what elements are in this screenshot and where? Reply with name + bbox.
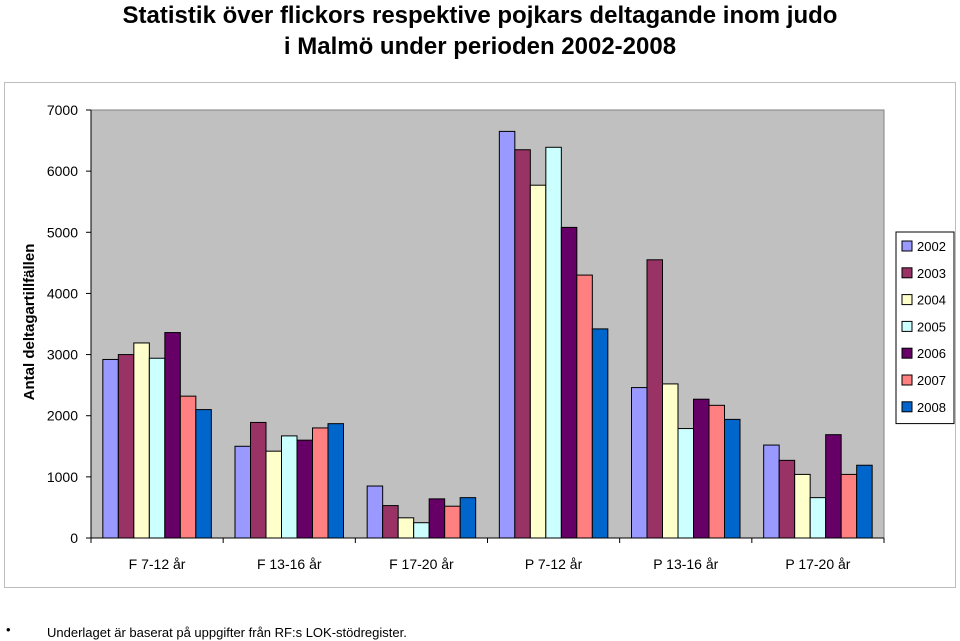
legend-label: 2006	[917, 346, 946, 361]
legend-label: 2005	[917, 319, 946, 334]
bar-2003	[117, 354, 135, 539]
bar-2002	[498, 130, 516, 539]
chart-title-line-2: i Malmö under perioden 2002-2008	[283, 33, 677, 60]
bar-2004	[133, 342, 150, 539]
x-tick-label: F 7-12 år	[129, 556, 186, 572]
bar-2004	[265, 450, 282, 539]
bar-2004	[794, 473, 811, 539]
legend-swatch-2008	[901, 401, 913, 413]
legend-swatch-2002	[901, 240, 913, 252]
legend-swatch-2007	[901, 374, 913, 386]
bar-2006	[693, 398, 710, 539]
legend-label: 2003	[917, 266, 946, 281]
footnote-text: Underlaget är baserat på uppgifter från …	[47, 625, 407, 640]
legend-label: 2007	[917, 373, 946, 388]
x-tick-label: F 13-16 år	[257, 556, 322, 572]
bar-2003	[646, 259, 663, 539]
legend-swatch-2005	[901, 320, 913, 332]
footnote-bullet: •	[6, 622, 11, 637]
bar-2002	[763, 444, 780, 539]
y-tick-label: 7000	[47, 102, 78, 118]
bar-2008	[459, 497, 477, 539]
bar-2002	[234, 445, 251, 539]
chart-title-line-1: Statistik över flickors respektive pojka…	[122, 2, 838, 29]
bar-2004	[397, 517, 415, 539]
bar-2007	[444, 505, 461, 539]
bar-2002	[366, 485, 384, 539]
bar-2005	[413, 522, 430, 539]
bar-2004	[529, 184, 547, 539]
plot-area	[90, 109, 885, 539]
bar-2007	[840, 473, 858, 539]
bar-2007	[708, 404, 725, 539]
bar-2003	[250, 421, 267, 539]
y-tick-label: 6000	[47, 163, 78, 179]
bar-2008	[856, 464, 873, 539]
x-tick-label: P 13-16 år	[653, 556, 718, 572]
bar-2003	[514, 149, 531, 539]
legend-swatch-2004	[901, 294, 913, 306]
y-axis-label: Antal deltagartillfällen	[21, 244, 38, 401]
y-tick-label: 3000	[47, 347, 78, 363]
legend-swatch-2003	[901, 267, 913, 279]
bar-2003	[382, 505, 399, 539]
bar-2006	[825, 434, 842, 539]
bar-2007	[576, 274, 593, 539]
bar-2004	[662, 383, 679, 539]
bar-2006	[164, 332, 181, 539]
bar-2005	[809, 497, 827, 539]
chart-area-border	[4, 82, 956, 588]
bar-2007	[312, 427, 329, 539]
x-tick-label: F 17-20 år	[389, 556, 454, 572]
bar-2003	[778, 459, 796, 539]
x-tick-label: P 7-12 år	[525, 556, 583, 572]
y-tick-label: 4000	[47, 285, 78, 301]
y-tick-label: 2000	[47, 408, 78, 424]
bar-2008	[195, 409, 212, 539]
y-tick-label: 5000	[47, 224, 78, 240]
legend-label: 2002	[917, 239, 946, 254]
legend-label: 2008	[917, 400, 946, 415]
bar-2002	[631, 387, 648, 539]
bar-2002	[102, 358, 119, 539]
footnote: • Underlaget är baserat på uppgifter frå…	[0, 622, 960, 641]
y-tick-label: 0	[70, 530, 78, 546]
bar-2005	[148, 357, 166, 539]
legend-label: 2004	[917, 293, 946, 308]
bar-2005	[281, 435, 298, 539]
legend-swatch-2006	[901, 347, 913, 359]
bar-2006	[428, 498, 446, 539]
bar-2008	[591, 328, 609, 539]
bar-2005	[545, 146, 562, 539]
bar-chart: 0 1000 2000 3000 4000 5000 6000 7000 Antal delta…	[21, 102, 955, 572]
y-tick-label: 1000	[47, 469, 78, 485]
bar-2005	[677, 428, 694, 539]
bar-2006	[296, 439, 313, 539]
bar-2008	[724, 418, 741, 539]
bar-2007	[179, 395, 197, 539]
x-tick-label: P 17-20 år	[785, 556, 850, 572]
bar-2006	[560, 226, 578, 539]
bar-2008	[327, 423, 344, 539]
